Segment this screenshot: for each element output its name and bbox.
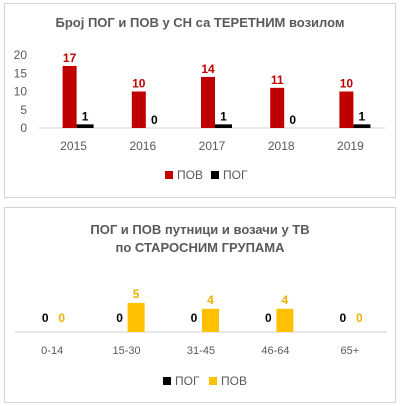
legend-swatch <box>209 377 217 385</box>
bar-pog <box>353 124 371 128</box>
bar-pog <box>76 124 94 128</box>
legend-entry: ПОВ <box>177 168 203 182</box>
data-label: 5 <box>133 287 140 301</box>
y-tick-label: 5 <box>20 103 27 117</box>
data-label: 0 <box>116 311 123 325</box>
data-label: 0 <box>356 311 363 325</box>
x-tick-label: 2019 <box>337 139 364 153</box>
y-tick-label: 20 <box>14 48 28 62</box>
bar-pog <box>215 124 232 128</box>
data-label: 0 <box>289 113 296 127</box>
chart-title-line-2: по СТАРОСНИМ ГРУПАМА <box>115 240 285 255</box>
x-tick-label: 46-64 <box>261 345 289 357</box>
chart-panel-top: Број ПОГ и ПОВ у СН са ТЕРЕТНИМ возилом … <box>4 3 396 198</box>
x-tick-label: 65+ <box>340 345 359 357</box>
bar-pov <box>201 76 215 128</box>
data-label: 0 <box>265 311 272 325</box>
data-label: 0 <box>58 311 65 325</box>
x-tick-label: 2018 <box>268 139 295 153</box>
x-tick-label: 15-30 <box>113 345 141 357</box>
legend-swatch <box>211 171 219 179</box>
legend-entry: ПОГ <box>223 168 248 182</box>
legend-swatch <box>163 377 171 385</box>
data-label: 0 <box>42 311 49 325</box>
data-label: 17 <box>63 51 77 65</box>
data-label: 4 <box>207 293 214 307</box>
legend-swatch <box>165 171 173 179</box>
bar-pov <box>202 308 219 332</box>
legend-entry: ПОВ <box>221 374 247 388</box>
data-label: 1 <box>220 109 227 123</box>
bar-pov <box>270 87 285 128</box>
data-label: 11 <box>271 73 284 87</box>
chart-title-line-1: ПОГ и ПОВ путници и возачи у ТВ <box>90 222 310 237</box>
data-label: 1 <box>82 109 89 123</box>
data-label: 10 <box>132 77 146 91</box>
data-label: 1 <box>359 109 366 123</box>
bar-pov <box>127 303 145 332</box>
x-tick-label: 2016 <box>129 139 156 153</box>
data-label: 4 <box>282 293 289 307</box>
bar-pov <box>131 91 146 128</box>
y-tick-label: 15 <box>14 66 28 80</box>
chart-title: Број ПОГ и ПОВ у СН са ТЕРЕТНИМ возилом <box>55 15 345 30</box>
y-tick-label: 10 <box>14 85 28 99</box>
chart-panel-bottom: ПОГ и ПОВ путници и возачи у ТВ по СТАРО… <box>4 207 396 403</box>
data-label: 10 <box>340 77 354 91</box>
x-tick-label: 0-14 <box>41 345 63 357</box>
data-label: 0 <box>339 311 346 325</box>
bar-pov <box>339 91 354 128</box>
data-label: 0 <box>151 113 158 127</box>
bar-pov <box>276 308 294 332</box>
y-tick-label: 0 <box>20 121 27 135</box>
x-tick-label: 2017 <box>199 139 226 153</box>
data-label: 14 <box>201 62 215 76</box>
legend-entry: ПОГ <box>175 374 200 388</box>
x-tick-label: 31-45 <box>187 345 215 357</box>
bar-pov <box>62 65 77 128</box>
x-tick-label: 2015 <box>60 139 87 153</box>
data-label: 0 <box>191 311 198 325</box>
